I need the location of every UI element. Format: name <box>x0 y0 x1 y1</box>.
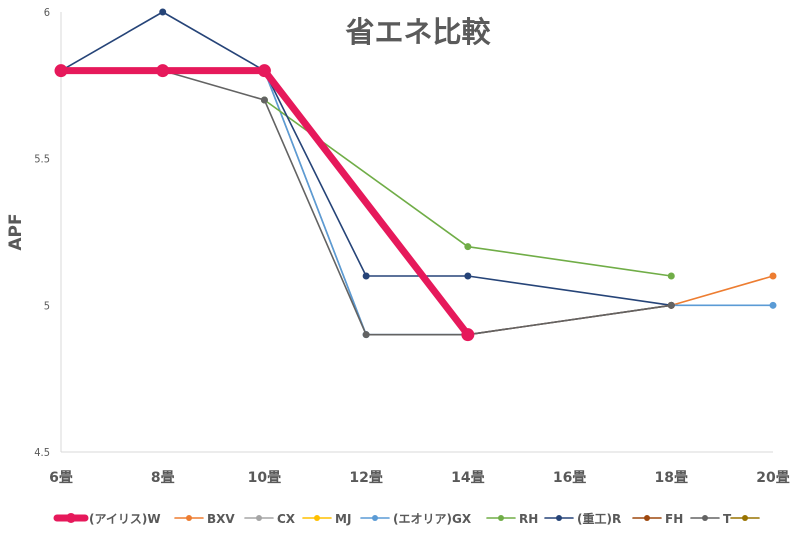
y-tick-label: 5 <box>44 299 50 312</box>
series-group <box>57 67 472 339</box>
data-point <box>769 301 777 309</box>
legend-item: FH <box>632 512 683 526</box>
legend-item: (エオリア)GX <box>360 512 472 526</box>
legend-marker <box>186 515 192 521</box>
legend-marker <box>556 515 562 521</box>
legend-label: CX <box>277 512 296 526</box>
x-tick-label: 14畳 <box>451 470 484 486</box>
data-point <box>156 64 170 78</box>
y-axis-label: APF <box>6 213 26 250</box>
data-point <box>260 96 268 104</box>
x-tick-label: 20畳 <box>756 470 789 486</box>
chart-title: 省エネ比較 <box>345 15 491 49</box>
legend-label: FH <box>665 512 683 526</box>
series-line <box>670 275 774 307</box>
data-point <box>667 301 675 309</box>
series-line <box>60 11 673 307</box>
data-point <box>362 272 370 280</box>
data-point <box>159 8 167 16</box>
legend-item: RH <box>486 512 538 526</box>
legend-marker <box>498 515 504 521</box>
legend-item <box>730 515 760 521</box>
legend-marker <box>314 515 320 521</box>
series-line <box>263 69 774 336</box>
legend-marker <box>256 515 262 521</box>
data-point <box>257 64 271 78</box>
data-point <box>54 64 68 78</box>
legend-item: CX <box>244 512 296 526</box>
legend-marker <box>66 513 76 523</box>
legend-marker <box>644 515 650 521</box>
x-tick-label: 18畳 <box>655 470 688 486</box>
legend-item: MJ <box>302 512 351 526</box>
data-point <box>362 331 370 339</box>
legend-label: BXV <box>207 512 235 526</box>
legend: (アイリス)W BXV CX MJ (エオリア)GX RH (重工)R FH T <box>53 511 760 526</box>
y-tick-label: 6 <box>44 6 50 19</box>
legend-item: (重工)R <box>544 511 621 526</box>
legend-item: (アイリス)W <box>53 512 161 526</box>
data-point <box>464 243 472 251</box>
y-tick-labels: 4.5 5 5.5 6 <box>34 6 50 459</box>
legend-label: MJ <box>335 512 351 526</box>
legend-label: T <box>723 512 732 526</box>
data-point <box>461 328 475 342</box>
legend-item: T <box>690 512 732 526</box>
x-tick-label: 6畳 <box>49 470 73 486</box>
x-tick-label: 16畳 <box>553 470 586 486</box>
legend-label: (アイリス)W <box>89 512 161 526</box>
series-layer <box>54 8 777 342</box>
legend-marker <box>742 515 748 521</box>
data-point <box>769 272 777 280</box>
y-tick-label: 4.5 <box>34 446 50 459</box>
legend-marker <box>702 515 708 521</box>
x-tick-label: 8畳 <box>151 470 175 486</box>
legend-item: BXV <box>174 512 235 526</box>
data-point <box>464 272 472 280</box>
legend-label: (エオリア)GX <box>393 512 472 526</box>
x-tick-label: 10畳 <box>248 470 281 486</box>
series-line <box>57 67 472 339</box>
y-tick-label: 5.5 <box>34 153 50 166</box>
x-tick-label: 12畳 <box>349 470 382 486</box>
legend-label: RH <box>519 512 538 526</box>
legend-label: (重工)R <box>577 511 621 526</box>
data-point <box>667 272 675 280</box>
series-group <box>54 64 475 342</box>
series-group <box>667 272 777 309</box>
legend-marker <box>372 515 378 521</box>
x-tick-labels: 6畳 8畳 10畳 12畳 14畳 16畳 18畳 20畳 <box>49 470 790 486</box>
